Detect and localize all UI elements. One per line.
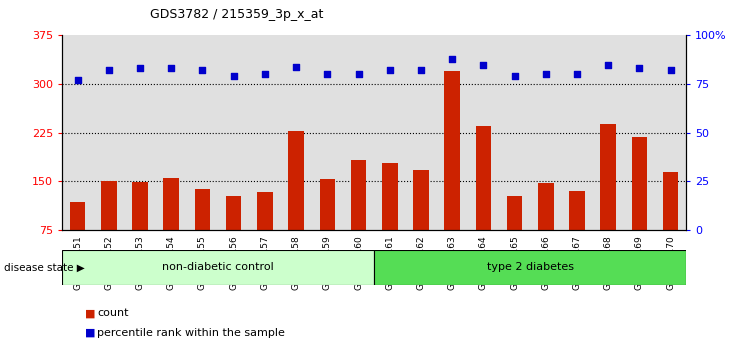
Text: type 2 diabetes: type 2 diabetes [487,262,574,272]
Bar [155,35,187,230]
Point [665,68,677,73]
Bar [218,35,250,230]
Point [72,77,83,83]
Bar [350,160,366,279]
Bar [468,35,499,230]
Point [571,72,583,77]
Bar [382,163,398,279]
Bar [437,35,468,230]
Point [166,65,177,71]
Bar [132,182,148,279]
Text: count: count [97,308,128,318]
Bar [320,179,335,279]
Text: GDS3782 / 215359_3p_x_at: GDS3782 / 215359_3p_x_at [150,8,323,21]
Text: ■: ■ [85,308,96,318]
Bar [569,191,585,279]
Point [134,65,146,71]
FancyBboxPatch shape [62,250,374,285]
Point [446,56,458,62]
Bar [374,35,405,230]
Point [321,72,333,77]
Bar [249,35,280,230]
Bar [124,35,155,230]
Bar [663,172,678,279]
Text: ■: ■ [85,328,96,338]
Bar [499,35,530,230]
Text: non-diabetic control: non-diabetic control [162,262,274,272]
Bar [600,124,616,279]
Point [291,64,302,69]
Bar [475,126,491,279]
Point [103,68,115,73]
Bar [530,35,561,230]
Bar [413,170,429,279]
Text: percentile rank within the sample: percentile rank within the sample [97,328,285,338]
Bar [655,35,686,230]
Point [477,62,489,67]
Bar [164,178,179,279]
Bar [507,196,523,279]
Bar [280,35,312,230]
Point [540,72,552,77]
Bar [405,35,437,230]
Point [415,68,427,73]
Bar [257,193,273,279]
Bar [195,189,210,279]
Bar [62,35,93,230]
Bar [101,181,117,279]
Bar [561,35,593,230]
Bar [93,35,124,230]
FancyBboxPatch shape [374,250,686,285]
Text: disease state ▶: disease state ▶ [4,262,85,272]
Point [196,68,208,73]
Point [228,73,239,79]
Point [602,62,614,67]
Point [259,72,271,77]
Bar [70,202,85,279]
Point [509,73,520,79]
Bar [312,35,343,230]
Point [353,72,364,77]
Bar [288,131,304,279]
Bar [226,196,242,279]
Point [384,68,396,73]
Bar [538,183,553,279]
Bar [593,35,624,230]
Bar [343,35,374,230]
Bar [187,35,218,230]
Point [634,65,645,71]
Bar [631,137,648,279]
Bar [445,71,460,279]
Bar [624,35,655,230]
